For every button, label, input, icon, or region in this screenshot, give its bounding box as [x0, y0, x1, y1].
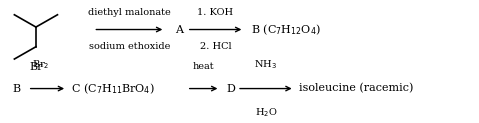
Text: diethyl malonate: diethyl malonate	[88, 8, 171, 17]
Text: isoleucine (racemic): isoleucine (racemic)	[299, 83, 414, 94]
Text: B: B	[12, 84, 20, 94]
Text: 2. HCl: 2. HCl	[200, 42, 231, 51]
Text: H$_2$O: H$_2$O	[254, 106, 277, 119]
Text: A: A	[175, 24, 183, 35]
Text: heat: heat	[193, 62, 215, 71]
Text: NH$_3$: NH$_3$	[254, 59, 277, 71]
Text: sodium ethoxide: sodium ethoxide	[89, 42, 170, 51]
Text: Br: Br	[29, 62, 43, 71]
Text: C (C$_7$H$_{11}$BrO$_4$): C (C$_7$H$_{11}$BrO$_4$)	[71, 81, 155, 96]
Text: B (C$_7$H$_{12}$O$_4$): B (C$_7$H$_{12}$O$_4$)	[251, 22, 321, 37]
Text: Br$_2$: Br$_2$	[32, 59, 49, 71]
Text: 1. KOH: 1. KOH	[197, 8, 234, 17]
Text: D: D	[226, 84, 235, 94]
